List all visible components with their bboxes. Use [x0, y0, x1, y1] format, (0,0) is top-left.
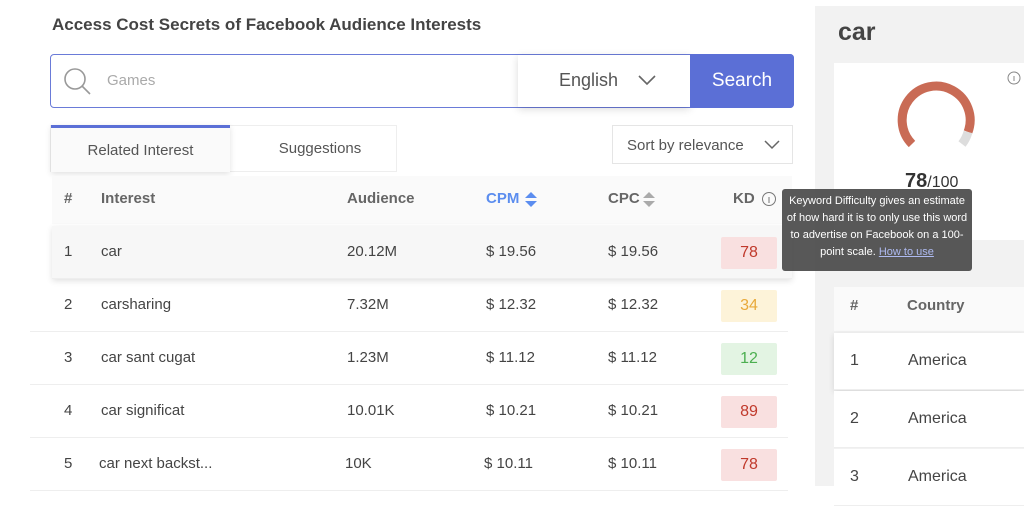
table-cell: 3 [64, 349, 73, 366]
score-scale: /100 [927, 174, 959, 191]
table-cell: car significat [101, 402, 185, 419]
table-cell: carsharing [101, 296, 172, 313]
column-header: Country [907, 297, 965, 314]
table-cell: 4 [64, 402, 73, 419]
table-cell: 2 [850, 410, 859, 427]
table-cell: $ 10.21 [486, 402, 537, 419]
kd-badge: 78 [721, 449, 777, 481]
sort-icon[interactable] [642, 191, 656, 209]
table-cell: $ 12.32 [486, 296, 537, 313]
column-header: Interest [101, 190, 156, 207]
chevron [764, 140, 780, 150]
table-row[interactable] [834, 333, 1024, 390]
table-cell: 5 [64, 455, 73, 472]
table-cell: $ 10.11 [484, 455, 533, 472]
tooltip: Keyword Difficulty gives an estimate of … [782, 189, 972, 271]
kd-badge: 89 [721, 396, 777, 428]
kd-badge: 12 [721, 343, 777, 375]
page: Access Cost Secrets of Facebook Audience… [30, 6, 1024, 506]
column-header: # [64, 190, 73, 207]
search-placeholder: Games [107, 72, 156, 89]
sort-select[interactable] [612, 125, 793, 164]
gauge [897, 81, 975, 148]
table-cell: 20.12M [347, 243, 398, 260]
column-header[interactable]: Audience [347, 190, 415, 207]
chevron [638, 75, 656, 86]
table-cell: $ 19.56 [608, 243, 659, 260]
table-cell: America [908, 410, 967, 427]
table-cell: $ 11.12 [608, 349, 657, 366]
table-header-bg [52, 176, 792, 224]
table-cell: car next backst... [99, 455, 213, 472]
search-button[interactable]: Search [690, 54, 794, 108]
column-header: # [850, 297, 859, 314]
sort-label: Sort by relevance [627, 137, 744, 154]
table-cell: 3 [850, 468, 859, 485]
tooltip-text: Keyword Difficulty gives an estimate of … [786, 195, 968, 258]
table-cell: 1 [64, 243, 73, 260]
info-icon[interactable] [1006, 70, 1022, 86]
table-row[interactable] [30, 279, 788, 332]
table-cell: $ 10.11 [608, 455, 657, 472]
score: 78/100 [905, 170, 958, 193]
score-value: 78 [905, 170, 928, 192]
kd-badge: 34 [721, 290, 777, 322]
kd-badge: 78 [721, 237, 777, 269]
table-cell: $ 19.56 [486, 243, 537, 260]
keyword: car [838, 18, 876, 46]
table-row[interactable] [30, 332, 788, 385]
table-cell: $ 12.32 [608, 296, 659, 313]
info-icon[interactable] [761, 191, 777, 207]
table-cell: America [908, 352, 967, 369]
tab[interactable]: Suggestions [278, 140, 362, 157]
language-label: English [559, 70, 619, 90]
country-header-bg [834, 287, 1024, 331]
table-cell: 1 [850, 352, 859, 369]
table-cell: $ 10.21 [608, 402, 659, 419]
language-select[interactable] [518, 55, 690, 107]
table-cell: car [101, 243, 122, 260]
table-cell: 7.32M [347, 296, 389, 313]
table-row[interactable] [834, 391, 1024, 448]
search-icon [64, 68, 91, 95]
table-cell: 2 [64, 296, 73, 313]
tooltip-link[interactable]: How to use [878, 246, 934, 258]
column-header[interactable]: CPM [486, 190, 520, 207]
table-cell: 10.01K [347, 402, 395, 419]
table-cell: $ 11.12 [486, 349, 535, 366]
tab[interactable]: Related Interest [51, 125, 230, 172]
table-cell: car sant cugat [101, 349, 196, 366]
table-row[interactable] [52, 226, 792, 279]
page-title: Access Cost Secrets of Facebook Audience… [52, 15, 482, 34]
column-header[interactable]: CPC [608, 190, 640, 207]
table-cell: America [908, 468, 967, 485]
table-row[interactable] [30, 385, 788, 438]
table-cell: 10K [345, 455, 372, 472]
sort-icon[interactable] [524, 191, 538, 209]
column-header[interactable]: KD [733, 190, 755, 207]
table-cell: 1.23M [347, 349, 389, 366]
